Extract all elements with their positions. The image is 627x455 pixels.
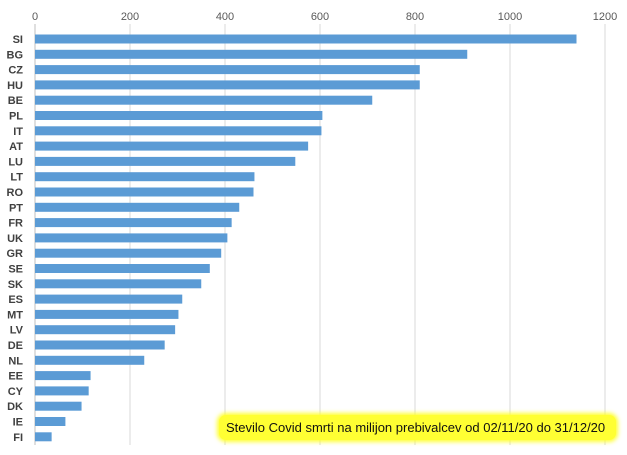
category-label: BG <box>7 49 24 61</box>
bar <box>35 325 176 335</box>
bar <box>35 202 240 212</box>
bar <box>35 371 91 381</box>
bar <box>35 355 145 365</box>
category-label: DE <box>8 340 23 352</box>
category-label: SK <box>8 279 23 291</box>
x-tick-label: 200 <box>121 11 139 23</box>
bar <box>35 111 323 120</box>
annotation-highlight <box>219 415 616 440</box>
bar <box>35 279 202 289</box>
category-label: RO <box>7 187 24 199</box>
x-axis-ticks: 0 200 400 600 800 1000 1200 <box>32 11 617 23</box>
x-tick-label: 1000 <box>498 11 522 23</box>
bar <box>35 65 420 75</box>
category-label: IE <box>13 417 23 429</box>
bar <box>35 156 296 166</box>
category-label: LV <box>10 325 24 337</box>
bar <box>35 126 322 136</box>
category-label: DK <box>7 401 23 413</box>
category-label: LT <box>10 172 23 184</box>
category-label: MT <box>7 309 23 321</box>
category-label: CZ <box>8 65 23 77</box>
category-label: FI <box>13 432 23 444</box>
chart-annotation: Stevilo Covid smrti na milijon prebivalc… <box>226 420 606 435</box>
bar <box>35 432 52 442</box>
bar <box>35 95 373 105</box>
x-tick-label: 400 <box>216 11 234 23</box>
bar <box>35 386 89 396</box>
bar <box>35 172 255 182</box>
bar <box>35 340 165 350</box>
bar <box>35 417 66 426</box>
category-label: AT <box>9 141 23 153</box>
category-label: CY <box>8 386 24 398</box>
bar <box>35 233 228 243</box>
category-label: HU <box>7 80 23 92</box>
bar <box>35 264 210 273</box>
bar <box>35 187 254 197</box>
category-label: BE <box>8 95 23 107</box>
category-label: ES <box>8 294 23 306</box>
bar <box>35 309 179 319</box>
bar <box>35 141 309 151</box>
x-tick-label: 0 <box>32 11 38 23</box>
category-label: NL <box>8 355 23 367</box>
category-label: PL <box>9 111 23 123</box>
category-label: PT <box>9 202 23 214</box>
category-label: SE <box>8 264 23 276</box>
category-label: SI <box>13 34 23 46</box>
bars <box>35 34 577 442</box>
category-label: GR <box>7 248 24 260</box>
bar <box>35 248 222 258</box>
bar <box>35 294 183 304</box>
x-tick-label: 600 <box>311 11 329 23</box>
category-label: FR <box>8 218 23 230</box>
category-label: UK <box>7 233 23 245</box>
bar <box>35 49 468 59</box>
y-axis-categories: SI BG CZ HU BE PL IT AT LU LT RO PT FR UK GR SE SK ES MT LV… <box>7 34 24 444</box>
x-tick-label: 1200 <box>593 11 617 23</box>
x-tick-label: 800 <box>406 11 424 23</box>
category-label: EE <box>8 371 23 383</box>
category-label: IT <box>13 126 23 138</box>
bar <box>35 401 82 411</box>
bar <box>35 218 232 228</box>
bar <box>35 34 577 44</box>
category-label: LU <box>8 156 23 168</box>
bar <box>35 80 420 90</box>
